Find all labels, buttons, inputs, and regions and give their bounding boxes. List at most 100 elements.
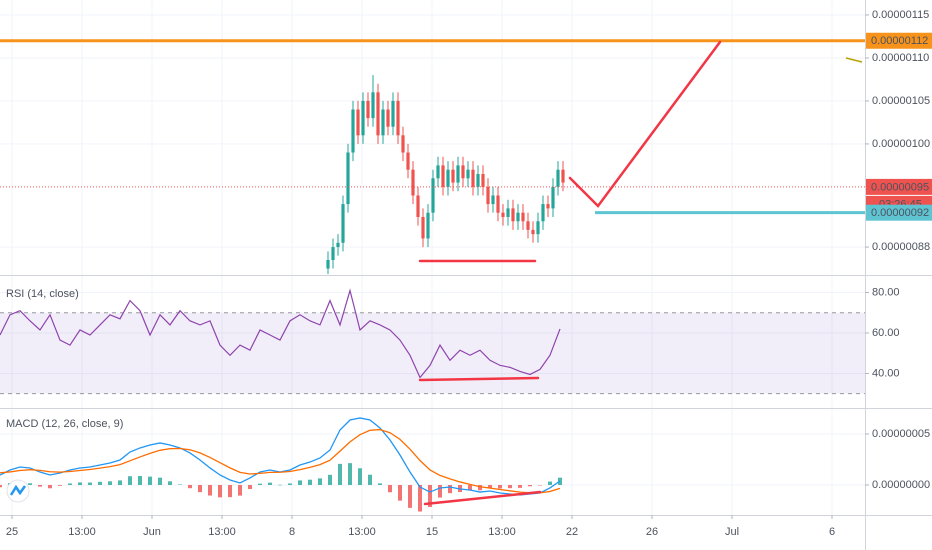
histogram-bar bbox=[128, 476, 132, 485]
trendline-fragment bbox=[845, 57, 863, 63]
x-tick-label: 13:00 bbox=[348, 526, 376, 538]
x-tick-label: 6 bbox=[829, 526, 835, 538]
histogram-bar bbox=[238, 485, 242, 496]
candle-body bbox=[466, 169, 470, 179]
candle-body bbox=[501, 212, 505, 217]
candle-body bbox=[441, 165, 445, 187]
candle-body bbox=[491, 195, 495, 205]
y-tick-label: 0.00000005 bbox=[872, 428, 930, 440]
candle-body bbox=[456, 165, 460, 183]
histogram-bar bbox=[488, 485, 492, 488]
candle-body bbox=[361, 100, 365, 136]
histogram-bar bbox=[88, 482, 92, 485]
rsi-line bbox=[0, 288, 561, 379]
histogram-bar bbox=[138, 476, 142, 485]
histogram-bar bbox=[358, 468, 362, 485]
projection-drawing bbox=[568, 40, 722, 208]
histogram-bar bbox=[288, 483, 292, 485]
histogram-bar bbox=[28, 483, 32, 485]
candle-body bbox=[486, 186, 490, 205]
panel-title: MACD (12, 26, close, 9) bbox=[6, 418, 123, 430]
x-tick-label: 26 bbox=[646, 526, 658, 538]
candle-body bbox=[401, 135, 405, 153]
candle-body bbox=[506, 208, 510, 217]
histogram-bar bbox=[178, 484, 182, 485]
histogram-bar bbox=[278, 484, 282, 486]
candle-body bbox=[471, 169, 475, 187]
price-label: 0.00000095 bbox=[871, 181, 929, 193]
histogram-bar bbox=[498, 485, 502, 489]
y-tick-label: 0.00000000 bbox=[872, 479, 930, 491]
candle-body bbox=[391, 100, 395, 127]
candle-body bbox=[546, 204, 550, 209]
y-tick-label: 0.00000100 bbox=[872, 138, 930, 150]
candle-body bbox=[436, 165, 440, 179]
price-panel bbox=[0, 39, 865, 274]
histogram-bar bbox=[388, 485, 392, 493]
candle-body bbox=[411, 169, 415, 196]
logo-mark[interactable] bbox=[9, 484, 27, 496]
candle-body bbox=[416, 195, 420, 217]
panel-title: RSI (14, close) bbox=[6, 288, 79, 300]
price-label-box bbox=[866, 178, 932, 195]
candle-body bbox=[431, 178, 435, 213]
candle-body bbox=[366, 100, 370, 119]
grid-layer bbox=[0, 0, 865, 515]
histogram-bar bbox=[468, 485, 472, 491]
x-tick-label: 13:00 bbox=[208, 526, 236, 538]
rsi-band bbox=[0, 312, 865, 394]
macd-panel bbox=[0, 417, 562, 512]
candle-body bbox=[526, 221, 530, 230]
histogram-bar bbox=[188, 485, 192, 489]
candle-body bbox=[476, 173, 480, 187]
histogram-bar bbox=[368, 474, 372, 485]
histogram-bar bbox=[48, 485, 52, 489]
candle-body bbox=[541, 204, 545, 222]
candle-body bbox=[386, 109, 390, 127]
histogram-bar bbox=[298, 480, 302, 485]
histogram-bar bbox=[548, 481, 552, 485]
histogram-bar bbox=[408, 485, 412, 508]
histogram-bar bbox=[98, 481, 102, 485]
candle-body bbox=[531, 229, 535, 235]
x-tick-label: 22 bbox=[566, 526, 578, 538]
histogram-bar bbox=[418, 485, 422, 512]
candle-body bbox=[496, 195, 500, 213]
histogram-bar bbox=[228, 485, 232, 498]
y-tick-label: 0.00000110 bbox=[872, 52, 929, 64]
logo[interactable] bbox=[6, 479, 30, 503]
candle-body bbox=[536, 221, 540, 235]
histogram-bar bbox=[338, 463, 342, 485]
candle-body bbox=[516, 212, 520, 222]
histogram-bar bbox=[168, 481, 172, 485]
candle-body bbox=[521, 212, 525, 222]
drawings bbox=[418, 40, 722, 506]
x-tick-label: 15 bbox=[426, 526, 438, 538]
y-tick-label: 40.00 bbox=[872, 367, 900, 379]
candle-body bbox=[396, 100, 400, 136]
price-label: 0.00000112 bbox=[871, 35, 928, 47]
histogram-bar bbox=[108, 481, 112, 485]
axis-layer: 0.00000115 0.00000110 0.00000105 0.00000100… bbox=[6, 9, 932, 538]
histogram-bar bbox=[538, 485, 542, 486]
x-tick-label: 13:00 bbox=[488, 526, 516, 538]
candle-body bbox=[346, 152, 350, 205]
y-tick-label: 80.00 bbox=[872, 286, 900, 298]
histogram-bar bbox=[518, 485, 522, 488]
candle-body bbox=[451, 169, 455, 183]
candle-body bbox=[461, 165, 465, 179]
x-tick-label: 8 bbox=[289, 526, 295, 538]
histogram-bar bbox=[208, 485, 212, 496]
y-tick-label: 0.00000088 bbox=[872, 241, 930, 253]
histogram-bar bbox=[78, 482, 82, 485]
candle-body bbox=[331, 247, 335, 260]
histogram-bar bbox=[378, 483, 382, 485]
x-tick-label: Jun bbox=[143, 526, 161, 538]
histogram-bar bbox=[158, 477, 162, 485]
price-label: 0.00000092 bbox=[871, 207, 929, 219]
candle-body bbox=[336, 242, 340, 248]
candle-body bbox=[341, 204, 345, 243]
candle-body bbox=[481, 173, 485, 187]
candle-body bbox=[381, 109, 385, 136]
